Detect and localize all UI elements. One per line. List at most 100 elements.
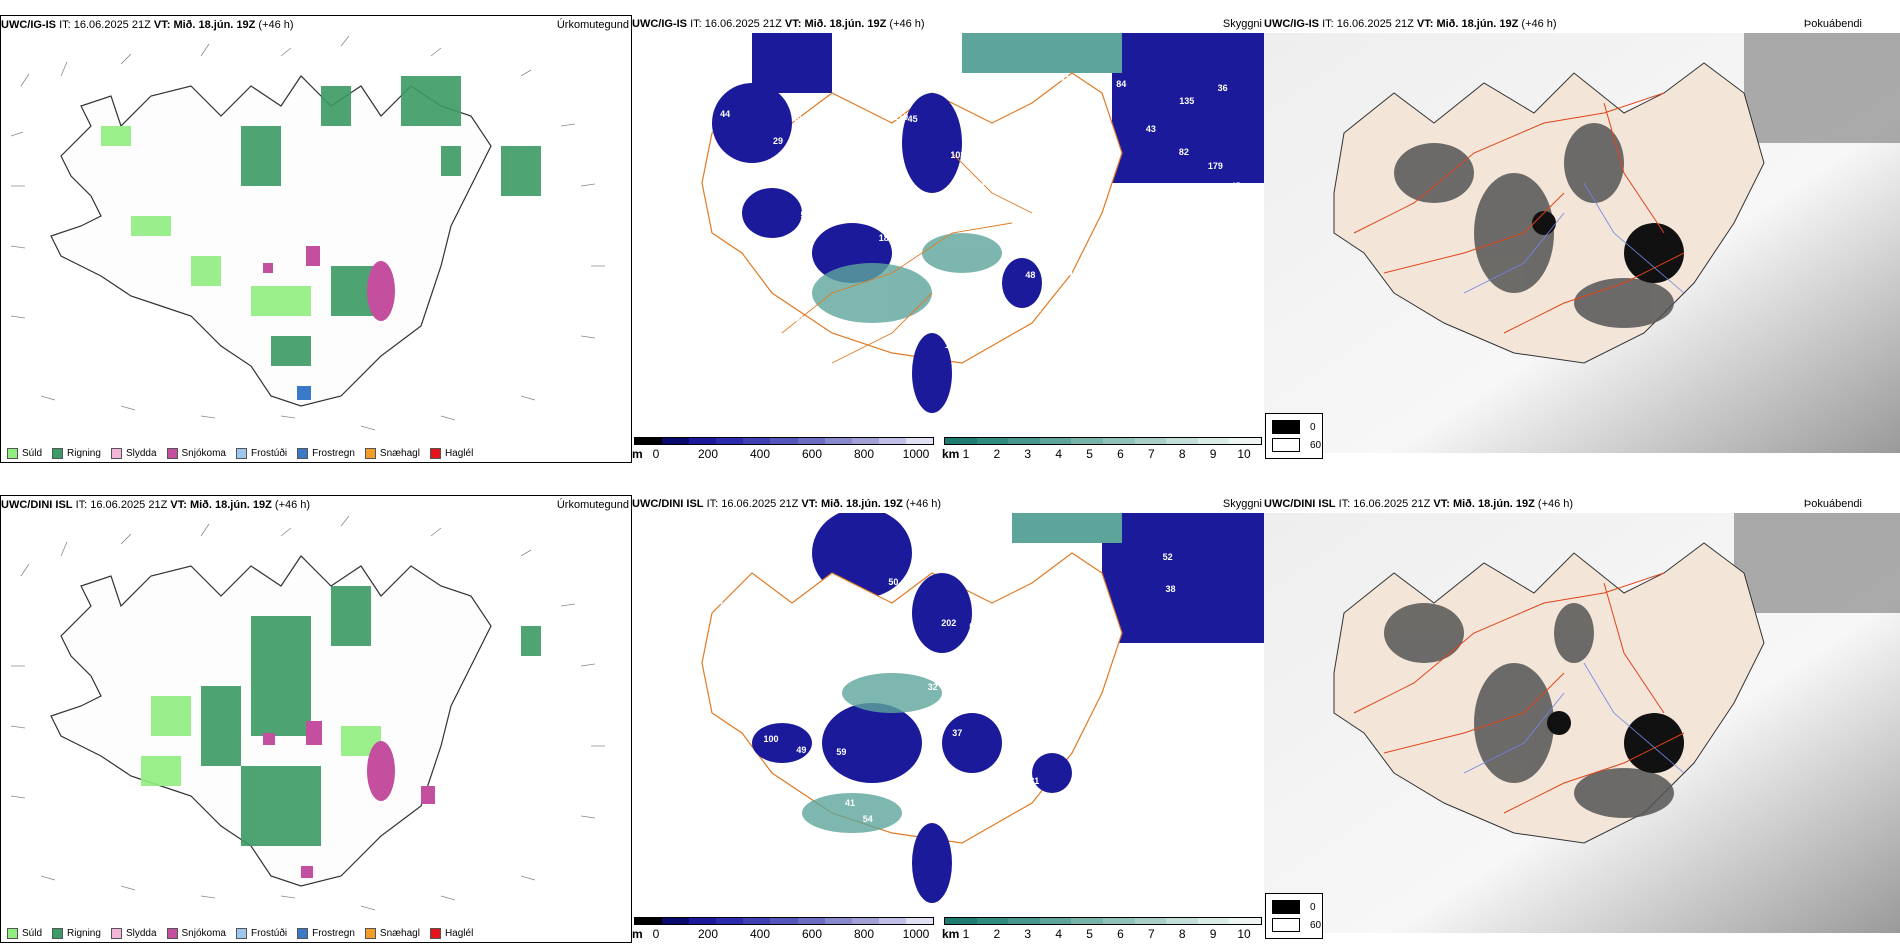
legend-swatch xyxy=(235,927,247,939)
legend-item: Haglél xyxy=(429,927,473,939)
panel-header: UWC/IG-IS IT: 16.06.2025 21Z VT: Mið. 18… xyxy=(632,18,925,30)
legend-swatch xyxy=(7,927,18,939)
legend-item: Snjókoma xyxy=(166,447,226,459)
ceiling-value-label: 114 xyxy=(742,639,758,650)
legend-item: Súld xyxy=(7,447,42,459)
legend-swatch xyxy=(166,927,178,939)
ceiling-value-label: 147 xyxy=(1028,304,1044,315)
ceiling-value-label: 36 xyxy=(690,688,701,699)
ceiling-value-label: 41 xyxy=(1060,74,1071,85)
colorbar-tick-label: 10 xyxy=(1237,927,1251,941)
panel-title: Úrkomutegund xyxy=(556,19,629,31)
ceiling-value-label: 43 xyxy=(1051,621,1062,632)
colorbar-step xyxy=(945,918,977,924)
ceiling-value-label: 50 xyxy=(714,325,725,336)
ceiling-value-label: 44 xyxy=(720,109,731,120)
colorbar-step xyxy=(1166,438,1198,444)
ceiling-value-label: 137 xyxy=(1086,628,1102,639)
colorbar-tick-label: 0 xyxy=(652,927,660,941)
colorbar-fill xyxy=(634,917,934,925)
ceiling-value-label: 41 xyxy=(738,418,749,429)
colorbar-step xyxy=(635,438,663,444)
colorbar-tick-label: 1 xyxy=(962,447,970,461)
colorbar-step xyxy=(1008,438,1040,444)
legend-swatch xyxy=(1272,918,1300,932)
ceiling-value-label: 160 xyxy=(1175,826,1191,837)
ceiling-value-label: 32 xyxy=(964,702,975,713)
colorbar-fill xyxy=(944,437,1262,445)
ceiling-value-label: 46 xyxy=(1163,350,1174,361)
legend-item: Snjókoma xyxy=(166,927,226,939)
colorbar-step xyxy=(976,918,1009,924)
ceiling-value-label: 125 xyxy=(1020,130,1036,141)
ceiling-value-label: 54 xyxy=(862,814,873,825)
ceiling-value-label: 48 xyxy=(733,742,744,753)
ceiling-colorbar: m 0 200 400 600 800 1000 xyxy=(632,917,934,943)
ceiling-value-label: 59 xyxy=(772,339,783,350)
ceiling-value-label: 49 xyxy=(796,745,807,756)
colorbar-step xyxy=(878,438,906,444)
precip-panel-2: UWC/DINI ISL IT: 16.06.2025 21Z VT: Mið.… xyxy=(0,495,632,943)
ceiling-value-label: 52 xyxy=(1162,551,1173,562)
ceiling-value-label: 66 xyxy=(1062,267,1073,278)
visibility-colorbar: km 1 2 3 4 5 6 7 8 9 10 xyxy=(942,917,1262,943)
colorbar-tick-label: 1000 xyxy=(902,447,930,461)
colorbar-step xyxy=(1229,438,1261,444)
ceiling-value-label: 41 xyxy=(844,798,855,809)
colorbar-step xyxy=(824,438,852,444)
colorbar-tick-label: 800 xyxy=(853,927,875,941)
legend-swatch xyxy=(429,447,441,459)
ceiling-value-label: 117 xyxy=(739,398,754,409)
ceiling-value-label: 57 xyxy=(800,209,811,220)
colorbar-tick-label: 1 xyxy=(962,927,970,941)
colorbar-step xyxy=(878,918,906,924)
ceiling-value-label: 32 xyxy=(927,681,938,692)
ceiling-value-label: 45 xyxy=(907,113,918,124)
ceiling-value-label: 35 xyxy=(743,701,754,712)
ceiling-value-label: 135 xyxy=(1179,95,1195,106)
ceiling-value-label: 110 xyxy=(893,112,909,123)
colorbar-step xyxy=(1008,918,1040,924)
ceiling-value-label: 51 xyxy=(1114,675,1125,686)
fog-legend: 0 60 xyxy=(1265,893,1323,939)
ceiling-value-label: 10 xyxy=(944,339,955,350)
ceiling-value-label: 29 xyxy=(772,136,783,147)
legend-item: Súld xyxy=(7,927,42,939)
colorbar-tick-label: 10 xyxy=(1237,447,1251,461)
colorbar-tick-label: 200 xyxy=(697,447,719,461)
legend-item: Rigning xyxy=(52,927,101,939)
ceiling-value-label: 37 xyxy=(716,795,727,806)
colorbar-step xyxy=(905,438,934,444)
ceiling-value-label: 59 xyxy=(836,746,847,757)
legend-item: Frostúði xyxy=(235,927,287,939)
colorbar-tick-label: 0 xyxy=(652,447,660,461)
colorbar-step xyxy=(1197,918,1230,924)
fog-legend-item: 0 xyxy=(1272,900,1316,914)
ceiling-value-label: 41 xyxy=(1039,289,1050,300)
colorbar-step xyxy=(716,438,744,444)
ceiling-value-label: 37 xyxy=(952,727,963,738)
ceiling-value-label: 41 xyxy=(920,43,931,54)
panel-title: Þokuábendi xyxy=(1803,498,1862,510)
colorbar-tick-label: 9 xyxy=(1209,927,1217,941)
colorbar-tick-label: 3 xyxy=(1024,927,1032,941)
ceiling-value-label: 55 xyxy=(777,359,788,370)
ceiling-value-label: 50 xyxy=(888,576,899,587)
colorbar-step xyxy=(797,438,825,444)
ceiling-value-label: 62 xyxy=(1113,868,1124,879)
ceiling-value-label: 41 xyxy=(795,315,806,326)
ceiling-value-label: 84 xyxy=(1230,776,1241,787)
ceiling-value-label: 96 xyxy=(840,157,851,168)
fog-panel-1: UWC/IG-IS IT: 16.06.2025 21Z VT: Mið. 18… xyxy=(1264,15,1900,463)
legend-item: Frostúði xyxy=(235,447,287,459)
ceiling-value-label: 179 xyxy=(1207,160,1223,171)
ceiling-value-label: 72 xyxy=(1013,354,1024,365)
ceiling-value-label: 202 xyxy=(941,618,957,629)
colorbar-unit: km xyxy=(942,447,960,461)
ceiling-label-layer: 95 100 83 147 160 114 99 59 137 202 43 62 54 50 45 37 71… xyxy=(632,513,1264,933)
colorbar-step xyxy=(1134,918,1167,924)
colorbar-tick-label: 400 xyxy=(749,447,771,461)
ceiling-value-label: 41 xyxy=(896,58,907,69)
colorbar-unit: m xyxy=(632,927,643,941)
ceiling-value-label: 31 xyxy=(1029,775,1040,786)
